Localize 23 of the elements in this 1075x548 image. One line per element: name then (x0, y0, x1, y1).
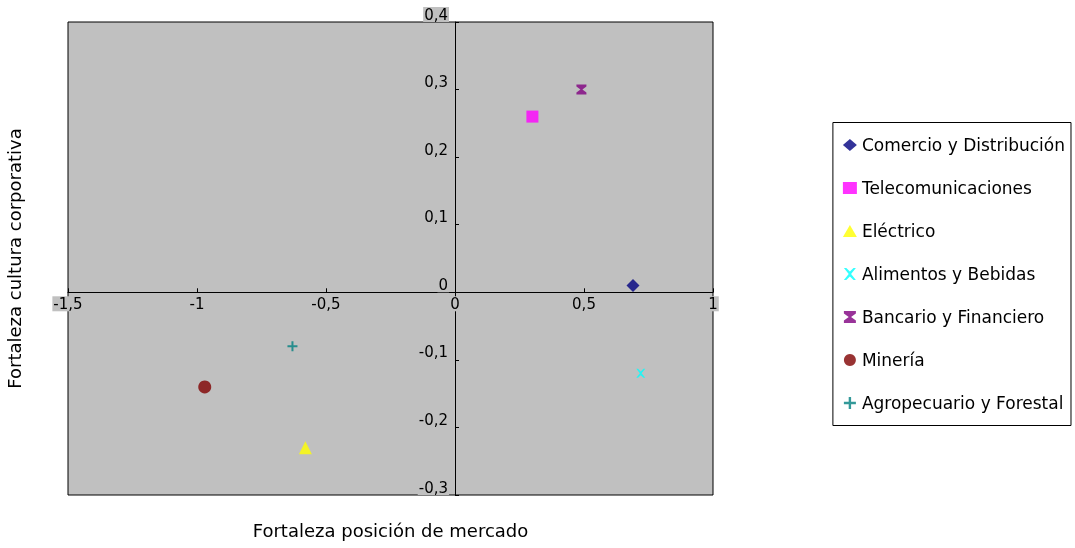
y-tick-label: 0,2 (424, 140, 448, 159)
legend-label: Comercio y Distribución (861, 135, 1066, 155)
x-tick-label: 0,5 (572, 294, 596, 313)
x-tick-label: -1,5 (53, 294, 83, 313)
y-tick-label: 0,1 (424, 208, 448, 227)
x-tick-label: 1 (708, 294, 718, 313)
y-tick-label: -0,1 (418, 343, 448, 362)
y-tick-label: -0,3 (418, 478, 448, 497)
y-tick-label: 0,3 (424, 73, 448, 92)
legend-label: Minería (861, 350, 925, 370)
legend-label: Bancario y Financiero (861, 307, 1045, 327)
x-tick-label: -0,5 (311, 294, 341, 313)
legend-label: Agropecuario y Forestal (861, 393, 1064, 413)
x-tick-label: 0 (450, 294, 460, 313)
legend-label: Telecomunicaciones (860, 178, 1033, 198)
x-tick-label: -1 (189, 294, 205, 313)
y-axis-title: Fortaleza cultura corporativa (3, 128, 25, 389)
x-axis-title: Fortaleza posición de mercado (252, 519, 529, 541)
y-tick-label: -0,2 (418, 410, 448, 429)
legend-label: Eléctrico (861, 221, 936, 241)
y-tick-label: 0 (438, 275, 448, 294)
y-tick-label: 0,4 (424, 5, 448, 24)
legend-label: Alimentos y Bebidas (861, 264, 1036, 284)
